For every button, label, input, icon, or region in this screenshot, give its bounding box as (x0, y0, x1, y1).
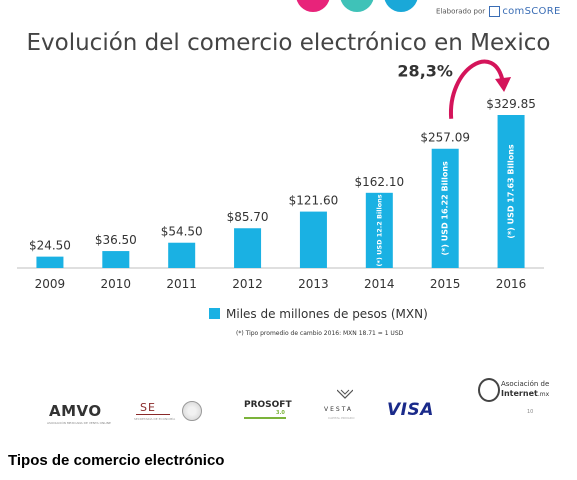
tick-label-2014: 2014 (364, 277, 395, 291)
amvo-logo-subtitle: ASOCIACIÓN MEXICANA DE VENTA ONLINE (47, 421, 111, 425)
bar-2014 (365, 192, 393, 268)
value-label-2009: $24.50 (29, 239, 71, 253)
se-logo-rule (136, 414, 170, 415)
bar-annotation-2014: (*) USD 12.2 Billons (375, 194, 383, 266)
brand-name: comSCORE (502, 6, 561, 17)
bar-2016 (497, 115, 525, 268)
value-label-2013: $121.60 (289, 194, 339, 208)
vesta-mark-icon (337, 389, 353, 399)
tick-label-2010: 2010 (101, 277, 132, 291)
aim-suffix: .mx (537, 391, 550, 398)
brand-prefix: Elaborado por (436, 7, 486, 16)
bar-annotation-2015: (*) USD 16.22 Billons (441, 161, 450, 256)
se-logo-subtitle: SECRETARÍA DE ECONOMÍA (134, 417, 176, 421)
tick-label-2009: 2009 (35, 277, 66, 291)
pink-dot (296, 0, 330, 12)
value-label-2016: $329.85 (486, 97, 536, 111)
value-label-2010: $36.50 (95, 233, 137, 247)
se-logo: SE (140, 401, 156, 414)
tick-label-2012: 2012 (232, 277, 263, 291)
amvo-wordmark: AMVO (49, 402, 102, 420)
prosoft-logo-bar (244, 417, 286, 419)
teal-dot (340, 0, 374, 12)
visa-logo: VISA (387, 400, 434, 420)
growth-arrow-head (495, 77, 512, 92)
asociacion-internet-line1: Asociación de (501, 380, 550, 388)
bar-chart: $24.50 2009 $36.50 2010 $54.50 2011 $85.70 2012… (17, 59, 544, 291)
growth-arrow (449, 59, 506, 119)
chart-legend: Miles de millones de pesos (MXN) (209, 307, 428, 321)
vesta-logo: VESTA (324, 406, 354, 413)
value-label-2014: $162.10 (355, 175, 405, 189)
value-label-2011: $54.50 (161, 225, 203, 239)
tick-label-2011: 2011 (166, 277, 197, 291)
value-label-2012: $85.70 (227, 210, 269, 224)
prosoft-version: 3.0 (276, 410, 285, 416)
asociacion-internet-line2: Internet.mx (501, 389, 549, 398)
comscore-credit: Elaborado por comSCORE (436, 6, 561, 17)
asociacion-internet-mark-icon (478, 378, 500, 402)
bar-2012 (234, 228, 262, 268)
bar-2015 (431, 148, 459, 268)
value-label-2015: $257.09 (420, 131, 470, 145)
legend-label: Miles de millones de pesos (MXN) (226, 307, 428, 321)
tick-label-2015: 2015 (430, 277, 461, 291)
chart-title: Evolución del comercio electrónico en Me… (26, 30, 551, 56)
legend-swatch (209, 308, 220, 319)
growth-label: 28,3% (397, 62, 453, 81)
tick-label-2016: 2016 (496, 277, 527, 291)
page-number: 10 (527, 409, 534, 415)
aim-word: Internet (501, 389, 538, 398)
comscore-logo-icon (489, 6, 501, 17)
bar-2011 (168, 242, 196, 268)
mexico-seal-icon (182, 401, 202, 421)
tick-label-2013: 2013 (298, 277, 329, 291)
prosoft-logo: PROSOFT (244, 400, 292, 410)
bar-2009 (36, 256, 64, 268)
bar-2013 (299, 211, 327, 268)
vesta-logo-subtitle: CAPITAL PRIVADO (328, 416, 355, 420)
section-heading: Tipos de comercio electrónico (8, 452, 225, 469)
bar-2010 (102, 251, 130, 268)
exchange-rate-footnote: (*) Tipo promedio de cambio 2016: MXN 18… (236, 330, 404, 337)
blue-dot (384, 0, 418, 12)
amvo-logo: AMVO (49, 402, 102, 420)
bar-annotation-2016: (*) USD 17.63 Billons (507, 144, 516, 239)
